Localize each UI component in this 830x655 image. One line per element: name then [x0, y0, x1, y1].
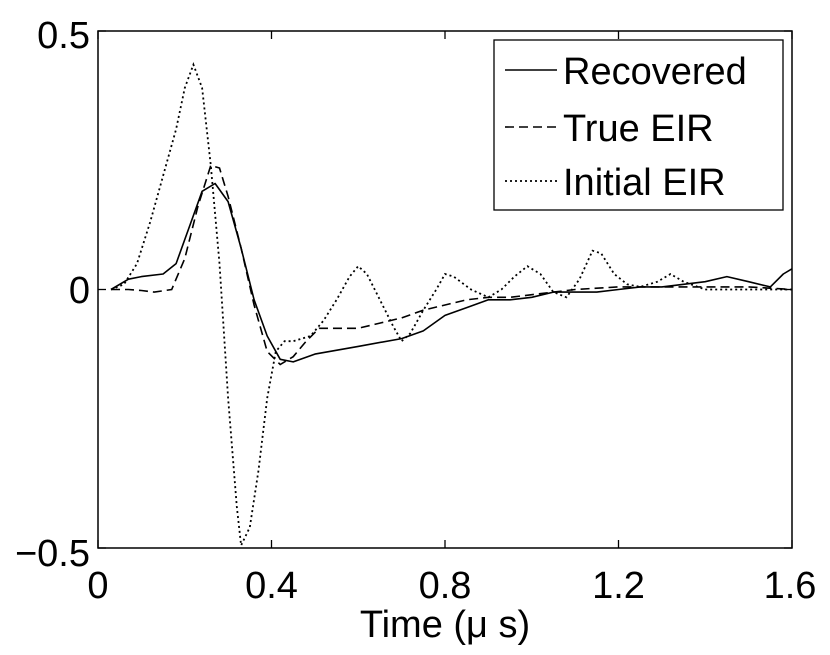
legend-box — [493, 39, 784, 211]
legend: Recovered True EIR Initial EIR — [493, 39, 784, 211]
x-tick-label: 0 — [87, 565, 108, 607]
legend-label-initial-eir: Initial EIR — [563, 162, 726, 204]
x-tick-label: 0.4 — [245, 565, 298, 607]
x-tick-labels: 0 0.4 0.8 1.2 1.6 — [87, 565, 816, 607]
y-tick-label: 0 — [69, 270, 90, 312]
x-tick-label: 0.8 — [419, 565, 472, 607]
legend-label-recovered: Recovered — [563, 51, 747, 93]
y-tick-label: 0.5 — [37, 15, 90, 57]
x-axis-label: Time (μ s) — [360, 604, 530, 646]
x-tick-label: 1.6 — [764, 565, 817, 607]
y-tick-labels: −0.5 0 0.5 — [15, 15, 90, 575]
series-line-true-eir — [111, 164, 792, 366]
legend-label-true-eir: True EIR — [563, 108, 714, 150]
y-tick-label: −0.5 — [15, 533, 90, 575]
x-tick-label: 1.2 — [592, 565, 645, 607]
